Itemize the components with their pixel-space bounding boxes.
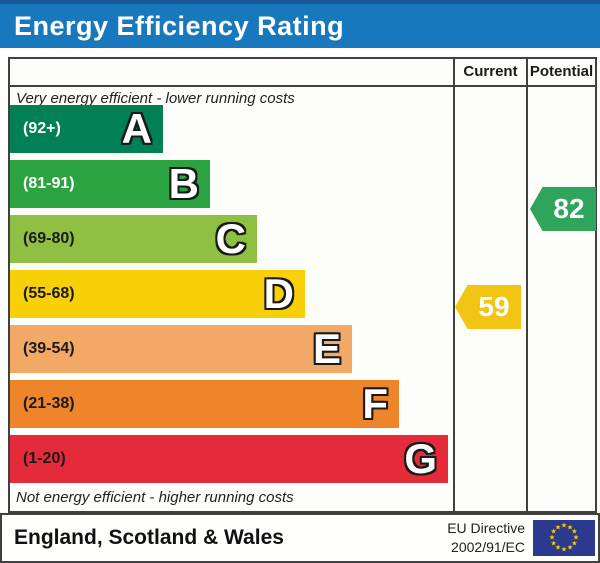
- column-divider-potential: [526, 59, 528, 511]
- eu-flag-star: ★: [571, 540, 578, 548]
- region-label: England, Scotland & Wales: [14, 526, 284, 549]
- band-range-label: (39-54): [23, 340, 75, 357]
- band-letter: G: [404, 435, 437, 482]
- page-title: Energy Efficiency Rating: [14, 11, 345, 41]
- eu-flag-star: ★: [548, 534, 556, 542]
- eu-flag-star: ★: [560, 522, 568, 530]
- band-row-e: (39-54) E: [10, 325, 352, 373]
- current-rating-arrow: 59: [455, 285, 521, 329]
- band-row-d: (55-68) D: [10, 270, 305, 318]
- eu-flag-star: ★: [554, 524, 562, 532]
- eu-directive-line1: EU Directive: [447, 520, 525, 536]
- footer-bar: England, Scotland & Wales EU Directive 2…: [0, 513, 600, 563]
- band-range-label: (81-91): [23, 175, 75, 192]
- title-bar-accent-stripe: [0, 0, 600, 4]
- band-row-f: (21-38) F: [10, 380, 399, 428]
- eu-flag-star: ★: [550, 528, 557, 536]
- band-row-g: (1-20) G: [10, 435, 448, 483]
- band-letter: B: [168, 160, 199, 207]
- top-note: Very energy efficient - lower running co…: [16, 90, 295, 107]
- table-header-row: [10, 59, 595, 87]
- band-letter: C: [215, 215, 246, 262]
- eu-flag-star: ★: [550, 540, 557, 548]
- band-letter: E: [312, 325, 341, 372]
- current-column-header: Current: [463, 63, 518, 80]
- bottom-note: Not energy efficient - higher running co…: [16, 489, 294, 506]
- band-row-a: (92+) A: [10, 105, 163, 153]
- eu-flag-star: ★: [566, 524, 574, 532]
- eu-flag-star: ★: [560, 546, 568, 554]
- eu-directive-label: EU Directive 2002/91/EC: [447, 519, 525, 557]
- band-row-c: (69-80) C: [10, 215, 257, 263]
- band-letter: A: [121, 105, 152, 152]
- rating-table: Current Potential Very energy efficient …: [8, 57, 597, 513]
- potential-column-header: Potential: [529, 63, 594, 80]
- band-row-b: (81-91) B: [10, 160, 210, 208]
- eu-flag-star: ★: [571, 528, 578, 536]
- band-range-label: (21-38): [23, 395, 75, 412]
- band-letter: F: [362, 380, 388, 427]
- potential-rating-value: 82: [553, 193, 585, 224]
- eu-flag-icon: ★ ★ ★ ★ ★ ★ ★ ★ ★ ★ ★ ★: [533, 520, 595, 556]
- potential-rating-arrow: 82: [530, 187, 596, 231]
- band-range-label: (92+): [23, 120, 61, 137]
- eu-flag-star: ★: [554, 544, 562, 552]
- eu-directive-line2: 2002/91/EC: [451, 539, 525, 555]
- title-bar: Energy Efficiency Rating: [0, 0, 600, 48]
- band-range-label: (1-20): [23, 450, 66, 467]
- eu-flag-star: ★: [566, 544, 574, 552]
- eu-flag-star: ★: [572, 534, 580, 542]
- column-divider-current: [453, 59, 455, 511]
- current-rating-value: 59: [478, 291, 510, 322]
- band-letter: D: [263, 270, 294, 317]
- band-range-label: (55-68): [23, 285, 75, 302]
- band-range-label: (69-80): [23, 230, 75, 247]
